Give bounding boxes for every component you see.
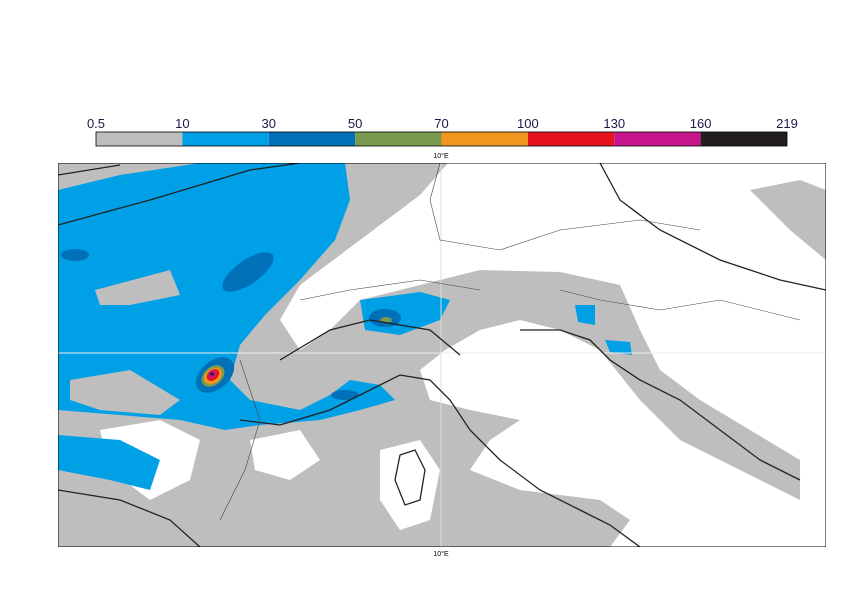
no-precip bbox=[250, 430, 320, 480]
precip-gray bbox=[70, 370, 180, 415]
coastlines bbox=[58, 163, 826, 547]
precip-gray bbox=[750, 180, 826, 260]
colorbar-label: 70 bbox=[434, 116, 448, 131]
colorbar-label: 0.5 bbox=[87, 116, 105, 131]
colorbar-segment bbox=[182, 132, 269, 146]
no-precip bbox=[300, 270, 360, 330]
colorbar-label: 219 bbox=[776, 116, 798, 131]
colorbar-segment bbox=[614, 132, 701, 146]
colorbar-label: 130 bbox=[603, 116, 625, 131]
colorbar-segment bbox=[527, 132, 615, 146]
colorbar-segment bbox=[700, 132, 787, 146]
lon-label: 10°E bbox=[433, 152, 449, 160]
borders bbox=[219, 163, 801, 521]
precip-dark-blue bbox=[61, 249, 89, 261]
precip-light-blue bbox=[575, 305, 632, 355]
precip-green bbox=[380, 317, 392, 323]
colorbar: 0.5 10 30 50 70 100 130 160 219 bbox=[87, 116, 798, 147]
precip-light-blue bbox=[58, 435, 160, 490]
colorbar-segment bbox=[268, 132, 356, 146]
precip-gray bbox=[95, 270, 180, 305]
precip-dark-blue bbox=[222, 252, 274, 292]
precip-light-blue bbox=[58, 163, 395, 430]
colorbar-label: 160 bbox=[690, 116, 712, 131]
precip-black bbox=[210, 372, 214, 376]
colorbar-segment bbox=[96, 132, 183, 146]
colorbar-label: 30 bbox=[262, 116, 276, 131]
colorbar-segment bbox=[441, 132, 528, 146]
lon-label: 10°E bbox=[433, 550, 449, 558]
colorbar-label: 50 bbox=[348, 116, 362, 131]
map bbox=[58, 163, 826, 547]
precip-dark-blue bbox=[331, 390, 359, 400]
colorbar-label: 10 bbox=[175, 116, 189, 131]
no-precip bbox=[380, 440, 440, 530]
colorbar-label: 100 bbox=[517, 116, 539, 131]
colorbar-segment bbox=[355, 132, 442, 146]
colorbar-outline bbox=[95, 131, 788, 147]
